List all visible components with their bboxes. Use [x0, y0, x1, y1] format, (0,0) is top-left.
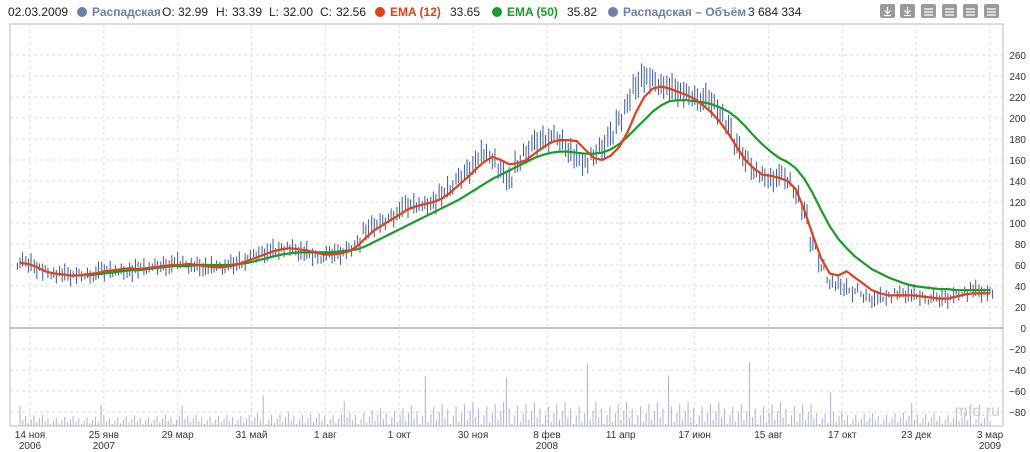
- download-icon[interactable]: [900, 4, 915, 18]
- x-tick-label: 25 янв: [89, 430, 119, 441]
- x-tick-label: 30 ноя: [458, 430, 488, 441]
- y-tick-label: 140: [1009, 177, 1026, 188]
- x-tick-label: 29 мар: [162, 430, 194, 441]
- y-axis-labels: 0 20 40 60 80 100 120 140 160 180 200 220 240 260 −20 −…: [1009, 51, 1026, 419]
- x-tick-label: 3 мар: [977, 430, 1004, 441]
- legend-close-label: C:: [320, 5, 332, 19]
- x-tick-year: 2009: [979, 441, 1002, 452]
- plot-frame: [9, 23, 1004, 427]
- y-tick-label: 40: [1015, 282, 1027, 293]
- y-tick-label: 200: [1009, 114, 1026, 125]
- volume-tick-label: −20: [1009, 345, 1026, 356]
- watermark: mfd.ru: [955, 403, 1000, 420]
- legend-high-value: 33.39: [232, 5, 262, 19]
- x-tick-year: 2008: [536, 441, 559, 452]
- x-tick-label: 17 окт: [828, 430, 857, 441]
- x-tick-label: 8 фев: [533, 429, 560, 441]
- download-icon[interactable]: [880, 4, 895, 18]
- volume-tick-label: −40: [1009, 366, 1026, 377]
- grid: [10, 24, 1003, 426]
- legend-dot-ema12-icon: [375, 7, 385, 17]
- legend-open-label: O:: [162, 5, 175, 19]
- ema12-line: [19, 85, 990, 300]
- chart-lines-icon[interactable]: [963, 4, 978, 18]
- ema50-line: [87, 99, 990, 292]
- x-tick-label: 31 май: [236, 430, 268, 441]
- y-tick-label: 240: [1009, 72, 1026, 83]
- y-tick-label: 60: [1015, 261, 1027, 272]
- x-tick-label: 1 авг: [314, 430, 337, 441]
- y-tick-label: 120: [1009, 198, 1026, 209]
- y-tick-label: 0: [1020, 324, 1026, 335]
- chart-lines-icon[interactable]: [921, 4, 936, 18]
- legend-date: 02.03.2009: [8, 5, 68, 19]
- legend-ema12-name: EMA (12): [390, 5, 441, 19]
- legend-ema12-value: 33.65: [450, 5, 480, 19]
- legend-high-label: H:: [216, 5, 228, 19]
- chart-lines-icon[interactable]: [942, 4, 957, 18]
- y-tick-label: 160: [1009, 156, 1026, 167]
- legend-dot-main-icon: [77, 7, 87, 17]
- volume-tick-label: −80: [1009, 408, 1026, 419]
- legend-dot-ema50-icon: [492, 7, 502, 17]
- chart-lines-icon[interactable]: [984, 4, 999, 18]
- legend-volume-name: Распадская – Объём: [623, 5, 746, 19]
- legend-main-name: Распадская: [92, 5, 161, 19]
- y-tick-label: 220: [1009, 93, 1026, 104]
- legend-close-value: 32.56: [336, 5, 366, 19]
- toolbar: [880, 4, 999, 18]
- y-tick-label: 180: [1009, 135, 1026, 146]
- x-tick-label: 23 дек: [901, 430, 931, 441]
- legend-dot-volume-icon: [608, 7, 618, 17]
- x-tick-label: 1 окт: [388, 430, 411, 441]
- y-tick-label: 80: [1015, 240, 1027, 251]
- x-tick-label: 14 ноя: [15, 430, 45, 441]
- x-tick-label: 11 апр: [606, 430, 636, 441]
- legend-low-label: L:: [269, 5, 279, 19]
- volume-bars: [19, 362, 991, 426]
- legend-open-value: 32.99: [178, 5, 208, 19]
- x-tick-year: 2007: [93, 441, 116, 452]
- volume-tick-label: −60: [1009, 387, 1026, 398]
- x-tick-label: 15 авг: [754, 430, 783, 441]
- legend-low-value: 32.00: [283, 5, 313, 19]
- y-tick-label: 20: [1015, 303, 1027, 314]
- legend-ema50-value: 35.82: [567, 5, 597, 19]
- price-bars: [16, 63, 994, 309]
- y-tick-label: 100: [1009, 219, 1026, 230]
- x-tick-label: 17 июн: [678, 430, 711, 441]
- legend-volume-value: 3 684 334: [748, 5, 802, 19]
- legend: 02.03.2009 Распадская O: 32.99 H: 33.39 …: [8, 5, 802, 19]
- legend-ema50-name: EMA (50): [507, 5, 558, 19]
- x-tick-year: 2006: [19, 441, 42, 452]
- y-tick-label: 260: [1009, 51, 1026, 62]
